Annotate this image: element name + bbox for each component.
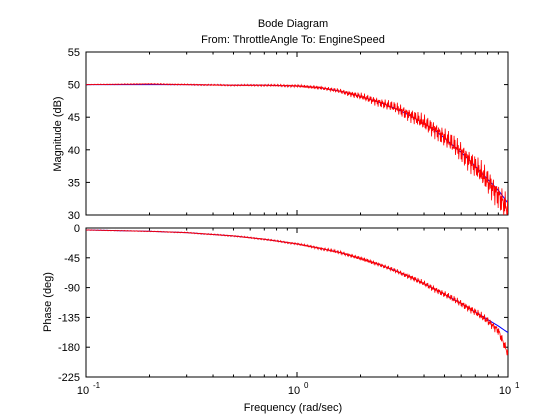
x-tick-label: 10: [77, 385, 89, 397]
x-tick-exponent: 0: [304, 381, 309, 390]
y-tick-label: 30: [68, 210, 80, 222]
x-tick-exponent: -1: [93, 381, 101, 390]
y-tick-label: 45: [68, 112, 80, 124]
chart-subtitle: From: ThrottleAngle To: EngineSpeed: [201, 34, 385, 46]
phase-series-1: [86, 229, 508, 356]
y-tick-label: 55: [68, 47, 80, 59]
phase-ylabel: Phase (deg): [42, 272, 54, 332]
y-tick-label: -90: [64, 283, 80, 295]
magnitude-ylabel: Magnitude (dB): [52, 96, 64, 171]
frequency-xlabel: Frequency (rad/sec): [244, 402, 342, 414]
chart-title: Bode Diagram: [258, 18, 328, 30]
x-tick-label: 10: [288, 385, 300, 397]
x-tick-exponent: 1: [515, 381, 520, 390]
y-tick-label: 35: [68, 177, 80, 189]
magnitude-series-1: [86, 82, 508, 215]
y-tick-label: -135: [58, 312, 80, 324]
y-tick-label: -225: [58, 372, 80, 384]
magnitude-plot: 30 35 40 45 50 55: [68, 47, 509, 222]
axes-frame: [85, 227, 509, 378]
x-tick-label: 10: [499, 385, 511, 397]
y-tick-label: -180: [58, 342, 80, 354]
y-tick-label: 50: [68, 80, 80, 92]
y-tick-label: 0: [74, 223, 80, 235]
y-tick-label: -45: [64, 253, 80, 265]
y-tick-label: 40: [68, 145, 80, 157]
